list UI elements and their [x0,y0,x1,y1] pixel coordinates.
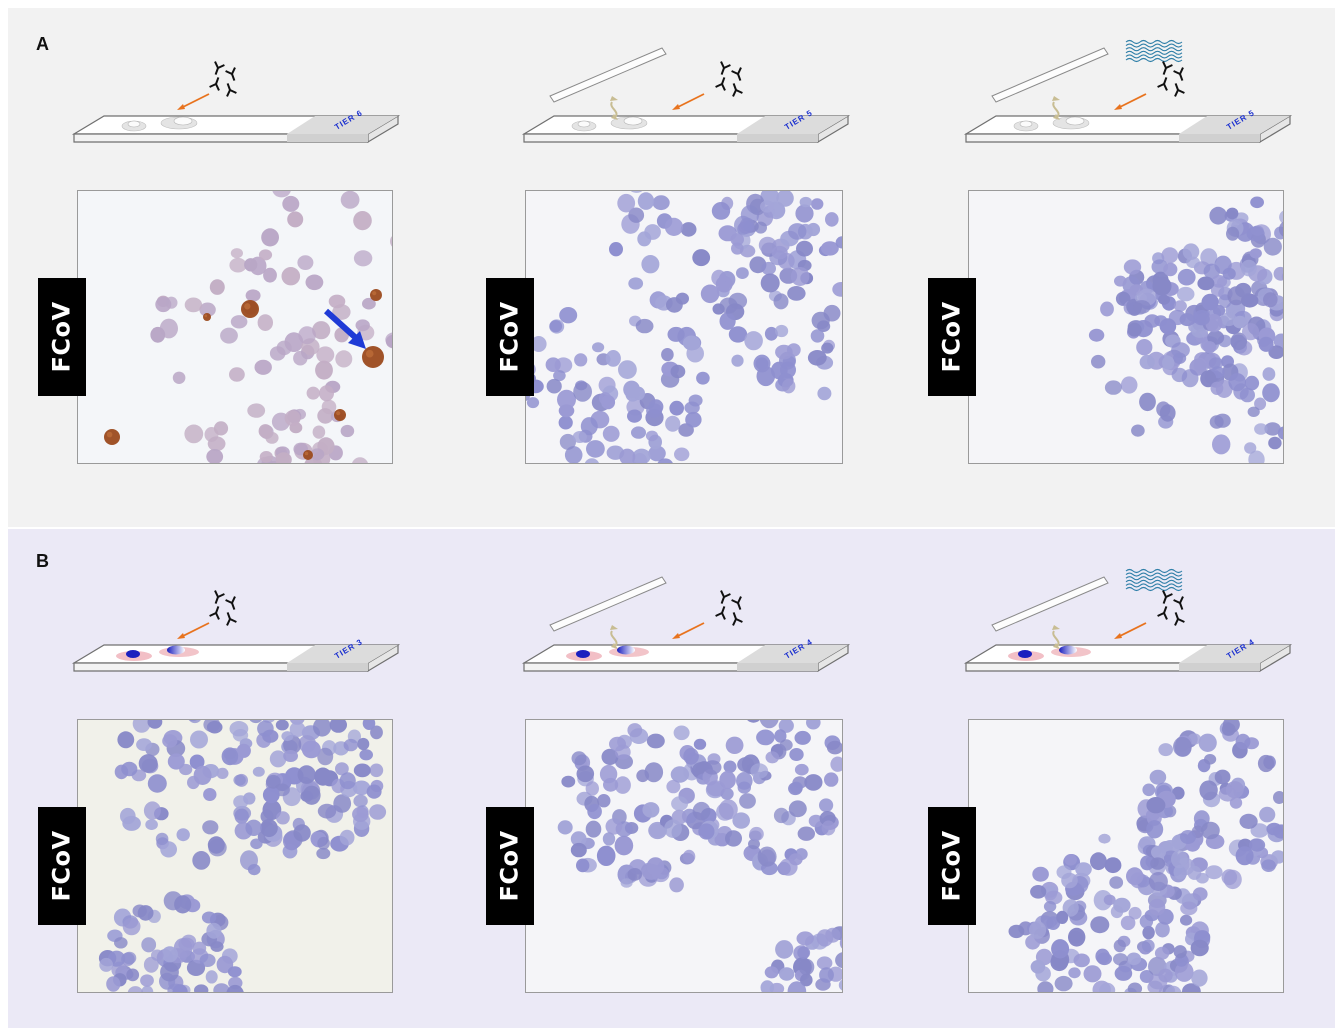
return-arrow-icon [610,625,618,649]
panel-a: A TIER 6 FCoV TIER 5 FCoV TIER 5 FCoV [8,8,1335,527]
slide-icon: TIER 5 [963,108,1293,144]
micrograph [525,719,843,993]
micrograph [968,719,1284,993]
antibody-icon [209,590,237,626]
slide-icon: TIER 6 [71,108,401,144]
fcov-label-text: FCoV [938,830,967,902]
cell-nuclei [1008,720,1283,992]
micrograph [77,190,393,464]
cell-nuclei [526,191,842,463]
orange-arrow-icon [672,93,705,110]
slide-schematic: TIER 5 [521,47,851,144]
fcov-label: FCoV [38,807,86,925]
panel-b: B TIER 3 FCoV TIER 4 FCoV TIER 4 FCoV [8,529,1335,1028]
orange-arrow-icon [672,622,705,639]
orange-arrow-icon [177,93,210,110]
fcov-label: FCoV [38,278,86,396]
return-arrow-icon [1052,96,1060,120]
slide-schematic: TIER 6 [71,61,401,144]
coverslip-icon [991,47,1109,103]
slide-icon: TIER 3 [71,637,401,673]
antibody-icon [715,61,743,97]
slide-icon: TIER 4 [963,637,1293,673]
blue-pointer-arrow-icon [323,308,366,349]
cell-nuclei [98,720,387,992]
slide-icon: TIER 5 [521,108,851,144]
fcov-label-text: FCoV [48,830,77,902]
micrograph [525,190,843,464]
fcov-label: FCoV [928,278,976,396]
panel-letter-b: B [36,551,49,571]
micrograph [968,190,1284,464]
return-arrow-icon [1052,625,1060,649]
slide-schematic: TIER 3 [71,590,401,673]
positive-cells [104,289,384,460]
coverslip-icon [549,47,667,103]
fcov-label-text: FCoV [496,301,525,373]
fcov-label: FCoV [486,278,534,396]
fcov-label-text: FCoV [496,830,525,902]
slide-icon: TIER 4 [521,637,851,673]
fcov-label-text: FCoV [48,301,77,373]
fcov-label: FCoV [928,807,976,925]
wave-icon [1125,39,1183,63]
coverslip-icon [991,576,1109,632]
wave-icon [1125,568,1183,592]
antibody-icon [1157,590,1185,626]
cell-nuclei [557,720,842,992]
orange-arrow-icon [1114,622,1147,639]
fcov-label-text: FCoV [938,301,967,373]
slide-schematic: TIER 5 [963,39,1293,144]
slide-schematic: TIER 4 [521,576,851,673]
slide-schematic: TIER 4 [963,568,1293,673]
orange-arrow-icon [1114,93,1147,110]
antibody-icon [715,590,743,626]
coverslip-icon [549,576,667,632]
antibody-icon [209,61,237,97]
return-arrow-icon [610,96,618,120]
panel-letter-a: A [36,34,49,54]
cell-nuclei [1088,196,1283,463]
orange-arrow-icon [177,622,210,639]
fcov-label: FCoV [486,807,534,925]
micrograph [77,719,393,993]
antibody-icon [1157,61,1185,97]
